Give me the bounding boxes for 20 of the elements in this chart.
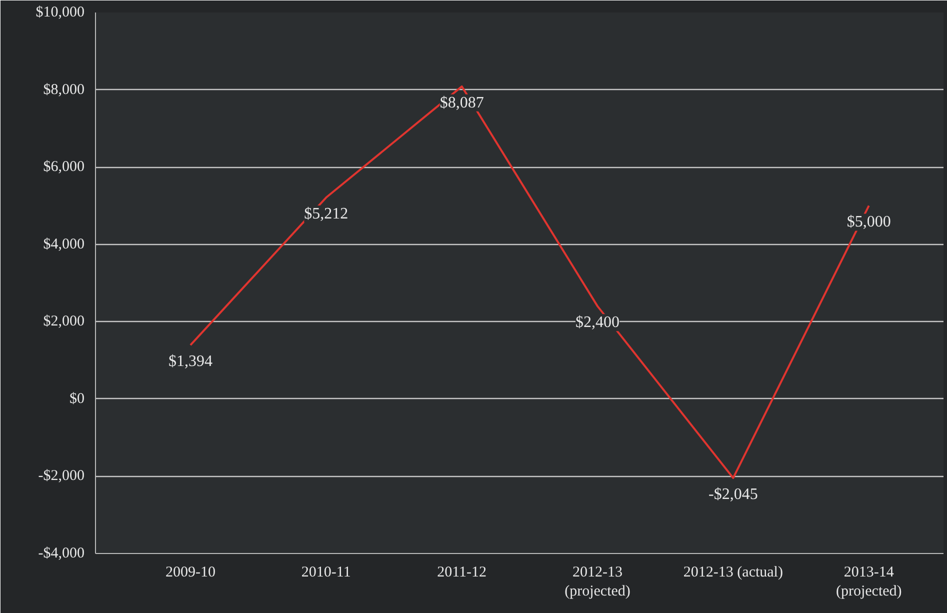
y-tick-label: $8,000 (43, 82, 84, 98)
text: $8,087 (440, 94, 484, 112)
text: $2,400 (576, 314, 620, 332)
y-tick-label: $6,000 (43, 159, 84, 176)
y-tick-label: $10,000 (36, 4, 84, 20)
x-tick-label: 2012-13 (actual) (683, 564, 783, 580)
y-tick-label: $0 (70, 390, 84, 407)
y-tick-label: $4,000 (43, 236, 84, 252)
x-tick-label: 2010-11 (301, 564, 351, 580)
y-tick-label: -$2,000 (38, 468, 85, 484)
y-tick-label: -$4,000 (38, 546, 85, 562)
text: -$2,045 (708, 486, 758, 503)
text: $5,000 (846, 214, 891, 231)
x-tick-label: 2012-13 (projected) (564, 564, 630, 600)
x-tick-label: 2009-10 (165, 564, 216, 580)
text: $5,212 (304, 206, 348, 223)
x-tick-label: 2011-12 (437, 564, 487, 580)
x-tick-label: 2013-14 (projected) (836, 564, 902, 600)
text: $1,394 (168, 353, 212, 370)
y-tick-label: $2,000 (43, 314, 84, 330)
